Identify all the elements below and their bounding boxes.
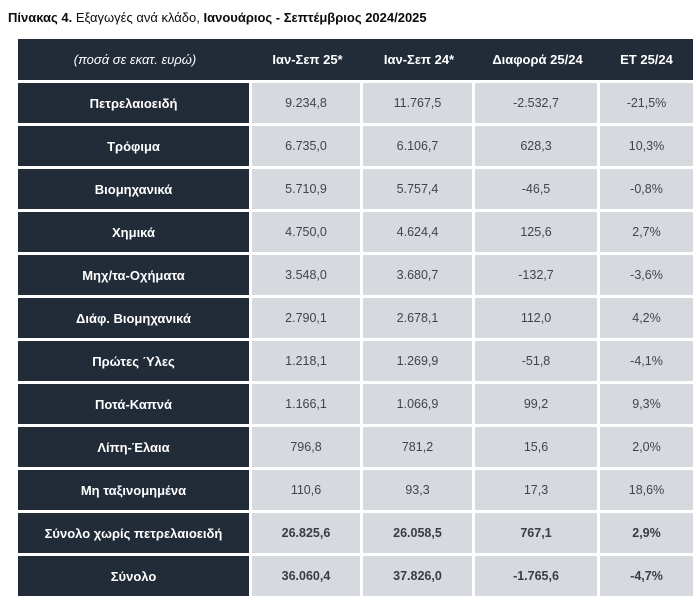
row-value: -46,5 (475, 169, 597, 209)
row-label: Τρόφιμα (18, 126, 249, 166)
row-value: 18,6% (600, 470, 693, 510)
row-label: Σύνολο χωρίς πετρελαιοειδή (18, 513, 249, 553)
row-value: 26.058,5 (363, 513, 472, 553)
table-header-row: (ποσά σε εκατ. ευρώ) Ιαν-Σεπ 25* Ιαν-Σεπ… (18, 39, 693, 80)
row-value: 17,3 (475, 470, 597, 510)
row-value: 2.790,1 (252, 298, 360, 338)
header-col-rate: ΕΤ 25/24 (620, 52, 673, 67)
row-value: 125,6 (475, 212, 597, 252)
row-value: 9,3% (600, 384, 693, 424)
table-row: Ποτά-Καπνά 1.166,1 1.066,9 99,2 9,3% (18, 384, 693, 424)
row-label: Χημικά (18, 212, 249, 252)
row-value: 4.624,4 (363, 212, 472, 252)
row-value: 10,3% (600, 126, 693, 166)
table-row: Βιομηχανικά 5.710,9 5.757,4 -46,5 -0,8% (18, 169, 693, 209)
table-row: Μηχ/τα-Οχήματα 3.548,0 3.680,7 -132,7 -3… (18, 255, 693, 295)
row-value: 2,9% (600, 513, 693, 553)
table-caption-text: Εξαγωγές ανά κλάδο, (72, 10, 204, 25)
header-unit-note: (ποσά σε εκατ. ευρώ) (73, 52, 197, 67)
row-value: 2,0% (600, 427, 693, 467)
row-label: Λίπη-Έλαια (18, 427, 249, 467)
table-caption: Πίνακας 4. Εξαγωγές ανά κλάδο, Ιανουάριο… (0, 0, 699, 25)
row-value: 11.767,5 (363, 83, 472, 123)
row-value: 93,3 (363, 470, 472, 510)
row-value: 1.066,9 (363, 384, 472, 424)
row-value: 1.166,1 (252, 384, 360, 424)
table-row-total-excl-petroleum: Σύνολο χωρίς πετρελαιοειδή 26.825,6 26.0… (18, 513, 693, 553)
row-value: -4,7% (600, 556, 693, 596)
header-col-difference: Διαφορά 25/24 (492, 52, 583, 67)
row-value: -4,1% (600, 341, 693, 381)
row-value: -3,6% (600, 255, 693, 295)
row-label: Μηχ/τα-Οχήματα (18, 255, 249, 295)
row-value: 4.750,0 (252, 212, 360, 252)
row-value: 3.548,0 (252, 255, 360, 295)
row-value: -132,7 (475, 255, 597, 295)
table-row-total: Σύνολο 36.060,4 37.826,0 -1.765,6 -4,7% (18, 556, 693, 596)
row-value: 3.680,7 (363, 255, 472, 295)
row-value: 2.678,1 (363, 298, 472, 338)
row-value: 26.825,6 (252, 513, 360, 553)
row-value: 110,6 (252, 470, 360, 510)
row-value: 767,1 (475, 513, 597, 553)
row-value: 112,0 (475, 298, 597, 338)
row-value: 4,2% (600, 298, 693, 338)
row-value: 6.106,7 (363, 126, 472, 166)
table-row: Μη ταξινομημένα 110,6 93,3 17,3 18,6% (18, 470, 693, 510)
row-value: 9.234,8 (252, 83, 360, 123)
row-label: Ποτά-Καπνά (18, 384, 249, 424)
row-value: -2.532,7 (475, 83, 597, 123)
row-value: -1.765,6 (475, 556, 597, 596)
row-value: 5.710,9 (252, 169, 360, 209)
row-value: -51,8 (475, 341, 597, 381)
row-value: 1.218,1 (252, 341, 360, 381)
table-body: Πετρελαιοειδή 9.234,8 11.767,5 -2.532,7 … (18, 83, 693, 596)
table-row: Τρόφιμα 6.735,0 6.106,7 628,3 10,3% (18, 126, 693, 166)
table-caption-period: Ιανουάριος - Σεπτέμβριος 2024/2025 (203, 10, 427, 25)
row-value: 99,2 (475, 384, 597, 424)
table-row: Χημικά 4.750,0 4.624,4 125,6 2,7% (18, 212, 693, 252)
row-value: 5.757,4 (363, 169, 472, 209)
row-value: 37.826,0 (363, 556, 472, 596)
table-row: Διάφ. Βιομηχανικά 2.790,1 2.678,1 112,0 … (18, 298, 693, 338)
row-value: 796,8 (252, 427, 360, 467)
row-label: Μη ταξινομημένα (18, 470, 249, 510)
row-value: 2,7% (600, 212, 693, 252)
row-value: 15,6 (475, 427, 597, 467)
row-label: Πρώτες Ύλες (18, 341, 249, 381)
row-label: Σύνολο (18, 556, 249, 596)
row-value: -21,5% (600, 83, 693, 123)
header-col-jan-sep-25: Ιαν-Σεπ 25* (272, 52, 343, 67)
table-row: Πετρελαιοειδή 9.234,8 11.767,5 -2.532,7 … (18, 83, 693, 123)
table-row: Λίπη-Έλαια 796,8 781,2 15,6 2,0% (18, 427, 693, 467)
exports-table: (ποσά σε εκατ. ευρώ) Ιαν-Σεπ 25* Ιαν-Σεπ… (18, 39, 693, 596)
row-value: 36.060,4 (252, 556, 360, 596)
row-value: -0,8% (600, 169, 693, 209)
row-value: 1.269,9 (363, 341, 472, 381)
row-label: Διάφ. Βιομηχανικά (18, 298, 249, 338)
row-label: Πετρελαιοειδή (18, 83, 249, 123)
row-value: 628,3 (475, 126, 597, 166)
header-col-jan-sep-24: Ιαν-Σεπ 24* (383, 52, 455, 67)
row-value: 781,2 (363, 427, 472, 467)
row-label: Βιομηχανικά (18, 169, 249, 209)
row-value: 6.735,0 (252, 126, 360, 166)
table-row: Πρώτες Ύλες 1.218,1 1.269,9 -51,8 -4,1% (18, 341, 693, 381)
table-caption-number: Πίνακας 4. (8, 10, 73, 25)
